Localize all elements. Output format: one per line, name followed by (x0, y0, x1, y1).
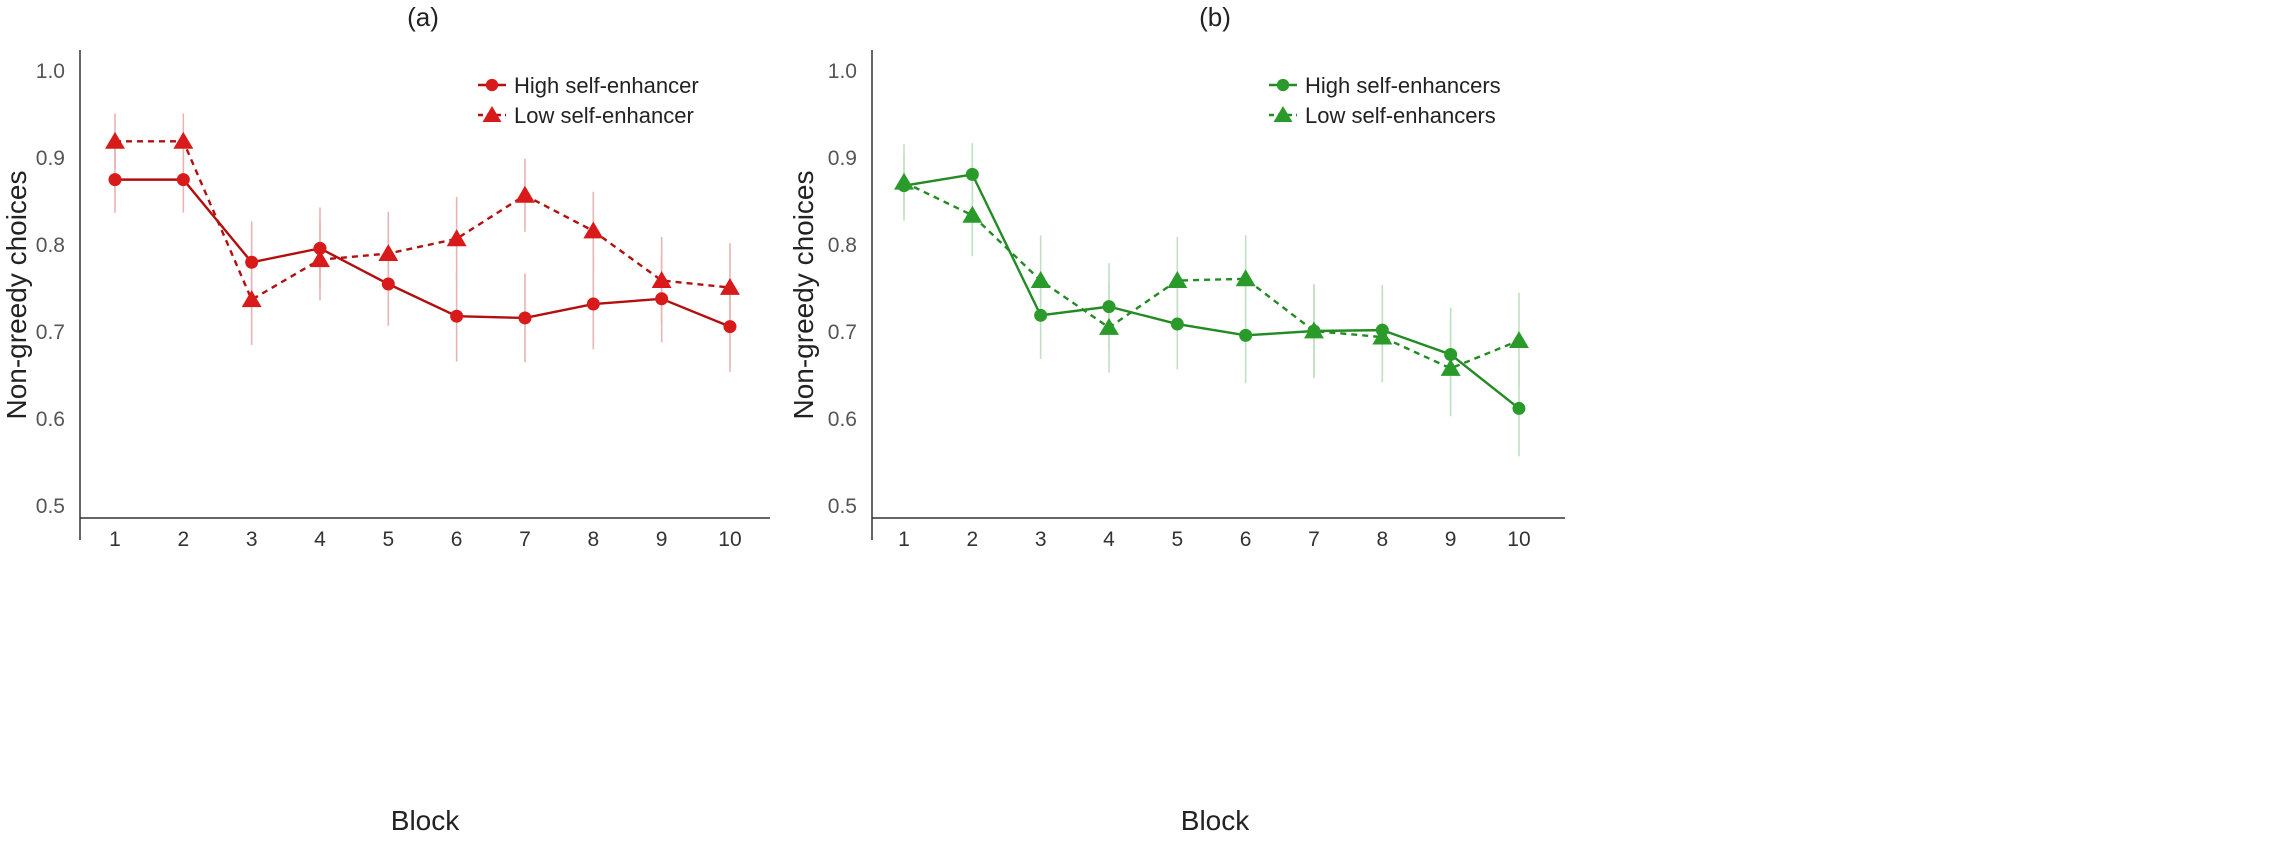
series-line-solid (903, 173, 1520, 410)
data-point-triangle (719, 278, 740, 295)
y-tick-label: 1.0 (828, 60, 857, 83)
data-point-circle (965, 167, 979, 181)
series-line-dashed (903, 181, 1520, 370)
data-point-triangle (446, 229, 467, 247)
data-point-circle (245, 255, 259, 269)
data-point-triangle (1304, 321, 1324, 339)
x-tick-label: 7 (519, 528, 531, 551)
data-point-circle (1512, 401, 1526, 415)
data-point-circle (1170, 317, 1184, 331)
plot-area: 0.5 0.6 0.7 0.8 0.9 1.0 1 2 3 4 5 6 7 8 9 10 High self-e… (36, 50, 770, 551)
x-tick-label: 1 (898, 528, 910, 551)
x-tick-label: 7 (1308, 528, 1320, 551)
x-tick-label: 5 (382, 528, 394, 551)
data-point-circle (518, 311, 532, 325)
data-point-triangle (1235, 269, 1256, 287)
data-point-circle (381, 277, 395, 291)
data-point-circle (655, 292, 669, 306)
x-tick-label: 5 (1171, 528, 1183, 551)
data-point-triangle (378, 244, 399, 261)
data-point-triangle (894, 172, 914, 190)
data-point-triangle (241, 290, 262, 308)
chart-title: (a) (407, 2, 439, 32)
x-axis-label: Block (1181, 805, 1250, 836)
chart-panel-a: (a) Non-greedy choices Block 0.50.60.70.… (1, 2, 770, 836)
x-tick-label: 4 (314, 528, 326, 551)
legend-marker (1273, 105, 1293, 123)
x-tick-label: 3 (1035, 528, 1047, 551)
x-tick-label: 2 (966, 528, 978, 551)
legend-label: High self-enhancer (514, 73, 699, 98)
data-point-circle (1444, 347, 1458, 361)
data-point-triangle (1440, 358, 1461, 376)
data-point-triangle (310, 250, 330, 268)
x-tick-label: 6 (1240, 528, 1252, 551)
x-axis-label: Block (391, 805, 460, 836)
y-tick-label: 0.9 (828, 147, 857, 170)
data-point-triangle (1508, 331, 1529, 348)
x-tick-label: 6 (451, 528, 463, 551)
legend-label: Low self-enhancers (1305, 103, 1496, 128)
data-point-circle (313, 241, 327, 255)
data-point-triangle (651, 271, 672, 288)
data-point-circle (450, 309, 464, 323)
data-point-circle (176, 173, 190, 187)
data-point-triangle (583, 221, 604, 239)
data-point-triangle (1030, 271, 1051, 288)
x-tick-label: 4 (1103, 528, 1115, 551)
data-point-circle (586, 297, 600, 311)
data-point-triangle (105, 131, 125, 149)
data-point-triangle (1099, 318, 1119, 335)
data-point-triangle (515, 185, 535, 203)
x-tick-label: 10 (1507, 528, 1530, 551)
data-point-circle (1239, 328, 1253, 342)
series-line-solid (115, 178, 731, 328)
y-tick-label: 0.5 (828, 495, 857, 518)
data-point-triangle (173, 131, 194, 149)
y-tick-label: 0.7 (36, 321, 65, 344)
y-tick-label: 0.8 (36, 234, 65, 257)
data-point-triangle (962, 205, 983, 223)
data-point-circle (108, 173, 122, 187)
series-line-dashed (115, 140, 731, 302)
plot-area: 0.5 0.6 0.7 0.8 0.9 1.0 1 2 3 4 5 6 7 8 9 10 High self-e… (828, 50, 1565, 551)
x-tick-label: 1 (109, 528, 121, 551)
x-tick-label: 3 (246, 528, 258, 551)
data-point-circle (723, 320, 737, 334)
data-point-circle (1102, 300, 1116, 314)
y-tick-label: 0.9 (36, 147, 65, 170)
y-tick-label: 0.7 (828, 321, 857, 344)
y-axis-label: Non-greedy choices (788, 170, 819, 419)
y-tick-label: 0.6 (828, 408, 857, 431)
legend-marker (1276, 78, 1290, 92)
data-point-circle (1034, 308, 1048, 322)
chart-panel-b: (b) Non-greedy choices Block 0.50.60.70.… (788, 2, 1565, 836)
legend-label: Low self-enhancer (514, 103, 694, 128)
chart-title: (b) (1199, 2, 1231, 32)
legend-marker (485, 78, 499, 92)
y-axis-label: Non-greedy choices (1, 170, 32, 419)
legend-label: High self-enhancers (1305, 73, 1501, 98)
y-tick-label: 1.0 (36, 60, 65, 83)
y-tick-label: 0.5 (36, 495, 65, 518)
x-tick-label: 8 (587, 528, 599, 551)
x-tick-label: 10 (718, 528, 741, 551)
x-tick-label: 9 (1445, 528, 1457, 551)
data-point-triangle (1372, 327, 1393, 345)
legend-marker (482, 105, 502, 123)
data-point-triangle (1167, 271, 1188, 288)
x-tick-label: 9 (656, 528, 668, 551)
x-tick-label: 8 (1376, 528, 1388, 551)
y-tick-label: 0.6 (36, 408, 65, 431)
x-tick-label: 2 (177, 528, 189, 551)
y-tick-label: 0.8 (828, 234, 857, 257)
